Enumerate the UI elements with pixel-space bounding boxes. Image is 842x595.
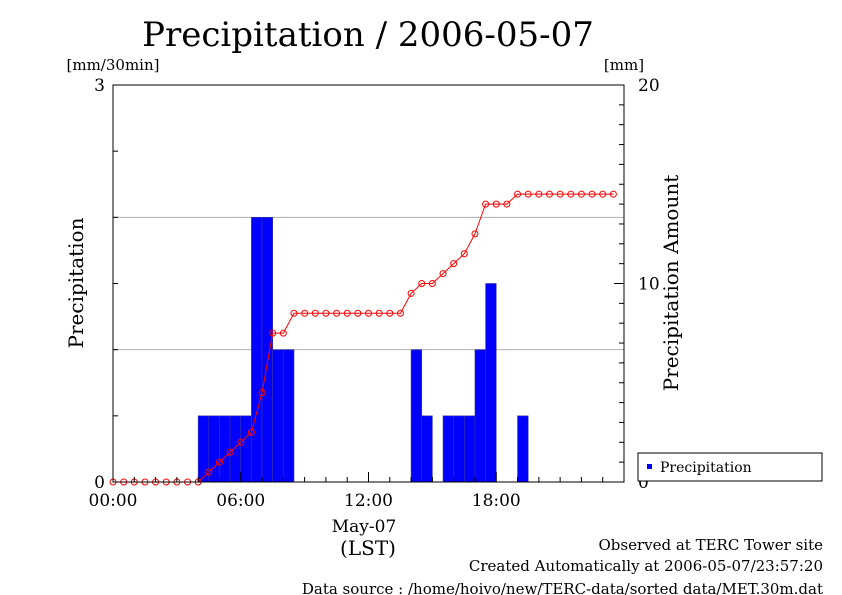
cumulative-point <box>343 309 351 317</box>
precipitation-bar <box>421 415 433 483</box>
y2-tick-label: 20 <box>638 76 660 96</box>
cumulative-point <box>247 428 255 436</box>
cumulative-line-series <box>109 190 617 486</box>
cumulative-point <box>428 280 436 287</box>
cumulative-point <box>205 468 213 476</box>
cumulative-point <box>311 309 319 317</box>
cumulative-line <box>113 193 614 483</box>
cumulative-point <box>269 329 277 337</box>
precipitation-bar <box>485 283 497 483</box>
cumulative-point <box>514 190 522 198</box>
precipitation-bar <box>208 415 220 483</box>
cumulative-point <box>237 438 245 446</box>
cumulative-point <box>407 289 415 297</box>
cumulative-point <box>418 280 426 287</box>
cumulative-point <box>322 309 330 317</box>
cumulative-point <box>354 309 362 317</box>
precipitation-bar <box>464 415 476 483</box>
data-source-note: Data source : /home/hoivo/new/TERC-data/… <box>302 580 823 595</box>
cumulative-point <box>439 270 447 278</box>
cumulative-point <box>226 448 234 456</box>
precipitation-bar <box>474 349 486 483</box>
x-tick-label: 06:00 <box>216 491 265 511</box>
precipitation-bar <box>442 415 454 483</box>
cumulative-point <box>215 458 223 466</box>
cumulative-point <box>258 389 266 397</box>
cumulative-point <box>545 190 553 198</box>
precipitation-bar <box>453 415 465 483</box>
cumulative-point <box>599 190 607 198</box>
precipitation-bar <box>240 415 252 483</box>
y-axis-title: Precipitation <box>64 217 88 348</box>
left-unit-label: [mm/30min] <box>67 56 160 74</box>
legend-label-precipitation: Precipitation <box>660 460 752 476</box>
cumulative-point <box>609 190 617 198</box>
precipitation-bar <box>229 415 242 483</box>
legend-swatch-precipitation <box>647 464 652 469</box>
chart-title: Precipitation / 2006-05-07 <box>142 15 594 55</box>
cumulative-point <box>460 250 468 258</box>
precipitation-bar <box>410 349 423 483</box>
grid-lines <box>113 216 624 351</box>
cumulative-point <box>450 260 458 268</box>
cumulative-point <box>588 190 596 198</box>
cumulative-point <box>535 190 543 198</box>
precipitation-bar <box>517 415 529 483</box>
created-note: Created Automatically at 2006-05-07/23:5… <box>469 557 823 575</box>
cumulative-point <box>365 309 372 317</box>
cumulative-point <box>524 190 532 198</box>
plot-frame <box>112 84 625 483</box>
right-unit-label: [mm] <box>604 56 644 74</box>
cumulative-point <box>556 190 564 198</box>
cumulative-point <box>492 200 500 208</box>
cumulative-point <box>567 190 575 198</box>
x-timezone-label: (LST) <box>340 536 396 560</box>
precipitation-bar <box>251 217 263 483</box>
x-tick-label: 12:00 <box>344 491 393 511</box>
precipitation-bar <box>219 415 231 483</box>
y2-axis-title: Precipitation Amount <box>659 175 683 392</box>
cumulative-point <box>482 200 490 208</box>
x-date-label: May-07 <box>332 517 397 537</box>
x-tick-label: 18:00 <box>472 491 521 511</box>
observed-note: Observed at TERC Tower site <box>598 536 823 554</box>
precipitation-bar <box>272 349 284 483</box>
bar-series <box>197 217 529 483</box>
cumulative-point <box>301 309 309 317</box>
y2-tick-label: 0 <box>638 473 649 493</box>
cumulative-point <box>471 230 479 238</box>
y2-tick-label: 10 <box>638 275 660 295</box>
cumulative-point <box>333 309 341 317</box>
legend-box <box>637 452 823 482</box>
precipitation-bar <box>283 349 295 483</box>
y-tick-label: 3 <box>94 76 105 96</box>
cumulative-point <box>279 329 287 337</box>
x-tick-label: 00:00 <box>89 491 138 511</box>
cumulative-point <box>396 309 404 317</box>
precipitation-bar <box>261 217 273 483</box>
precipitation-bar <box>197 415 210 483</box>
y-tick-label: 0 <box>94 473 105 493</box>
axis-ticks: 00:00 06:00 12:00 18:00 0 3 0 10 20 <box>89 76 660 511</box>
cumulative-point <box>503 200 511 208</box>
cumulative-point <box>375 309 383 317</box>
legend: Precipitation <box>637 452 823 482</box>
cumulative-point <box>290 309 298 317</box>
cumulative-point <box>577 190 585 198</box>
cumulative-point <box>386 309 394 317</box>
